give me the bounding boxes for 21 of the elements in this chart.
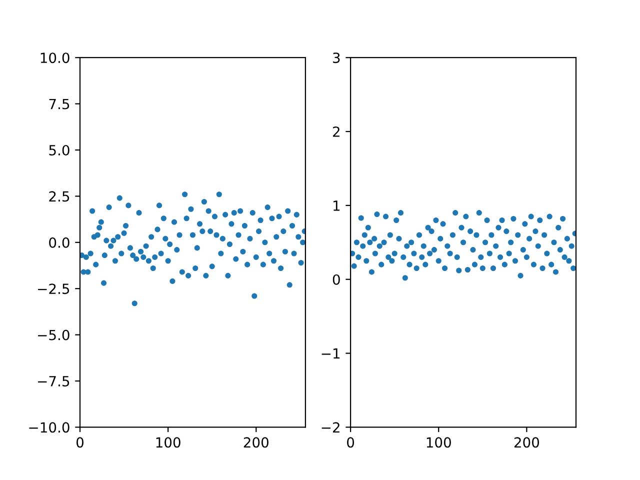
y-tick-label: −2 [322,422,340,432]
y-tick-label: −10.0 [29,422,70,433]
y-tick-label: 3 [333,52,340,64]
x-tick-label: 200 [514,437,540,448]
y-tick-label: 5.0 [49,144,70,156]
y-tick-label: 0.0 [49,237,70,248]
y-tick-label: 7.5 [49,98,70,110]
y-tick-label: −5.0 [38,330,70,340]
y-tick-label: 1 [334,200,340,211]
y-tick-label: 2 [333,126,340,137]
x-tick-label: 100 [426,437,451,448]
y-tick-label: 0 [332,274,340,285]
y-tick-label: −1 [322,348,340,359]
x-tick-label: 100 [156,437,180,448]
y-tick-label: −7.5 [38,376,70,386]
y-tick-label: 2.5 [49,191,70,202]
y-tick-label: −2.5 [38,284,70,294]
x-tick-label: 0 [347,437,354,448]
y-tick-label: 10.0 [40,52,70,64]
x-tick-label: 200 [244,437,268,448]
x-tick-label: 0 [76,437,84,448]
